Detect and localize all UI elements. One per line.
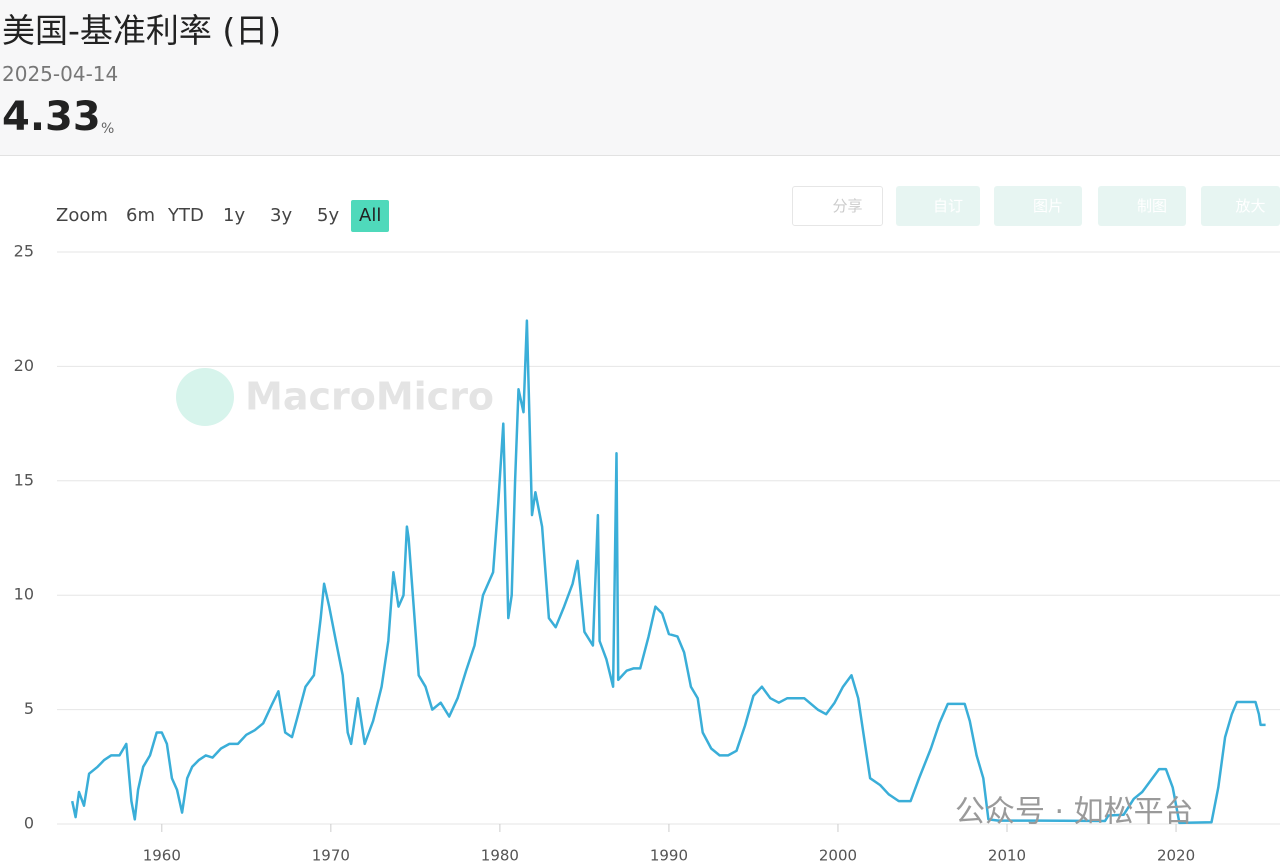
watermark-logo [176, 368, 234, 426]
range-button[interactable]: 5y [317, 205, 340, 226]
unit: % [101, 121, 115, 137]
x-tick-label: 1980 [481, 847, 519, 865]
range-button[interactable]: YTD [168, 205, 204, 226]
y-tick-label: 25 [14, 242, 34, 261]
y-tick-label: 0 [24, 814, 34, 833]
y-tick-label: 15 [14, 470, 34, 489]
y-tick-label: 20 [14, 356, 34, 375]
watermark: MacroMicro [245, 375, 494, 419]
x-tick-label: 1990 [650, 847, 688, 865]
toolbar-button[interactable]: 放大 [1201, 186, 1280, 226]
x-tick-label: 1960 [143, 847, 181, 865]
date: 2025-04-14 [2, 62, 119, 86]
latest-value: 4.33 [2, 94, 101, 140]
plot: 0 5 10 15 20 25 1960 1970 1980 1990 2000 2010 2020 [14, 242, 1280, 865]
toolbar-button[interactable]: 自订 [896, 186, 980, 226]
x-tick-label: 1970 [312, 847, 350, 865]
range-button[interactable]: 3y [270, 205, 293, 226]
toolbar-button[interactable]: 分享 [792, 186, 883, 226]
header: 美国-基准利率 (日) 2025-04-14 4.33 % [0, 0, 1280, 156]
toolbar-button[interactable]: 图片 [994, 186, 1082, 226]
x-tick-label: 2000 [819, 847, 857, 865]
watermark: 公众号 · 如松平台 [955, 795, 1194, 830]
y-tick-label: 10 [14, 585, 34, 604]
title: 美国-基准利率 (日) [2, 11, 282, 50]
x-tick-label: 2010 [988, 847, 1026, 865]
y-tick-label: 5 [24, 699, 34, 718]
range-button[interactable]: 1y [223, 205, 246, 226]
x-tick-label: 2020 [1157, 847, 1195, 865]
data-line [70, 319, 1266, 825]
range-button[interactable]: 6m [126, 205, 155, 226]
range-button[interactable]: All [351, 200, 390, 232]
zoom-label: Zoom [56, 205, 108, 226]
toolbar-button[interactable]: 制图 [1098, 186, 1186, 226]
